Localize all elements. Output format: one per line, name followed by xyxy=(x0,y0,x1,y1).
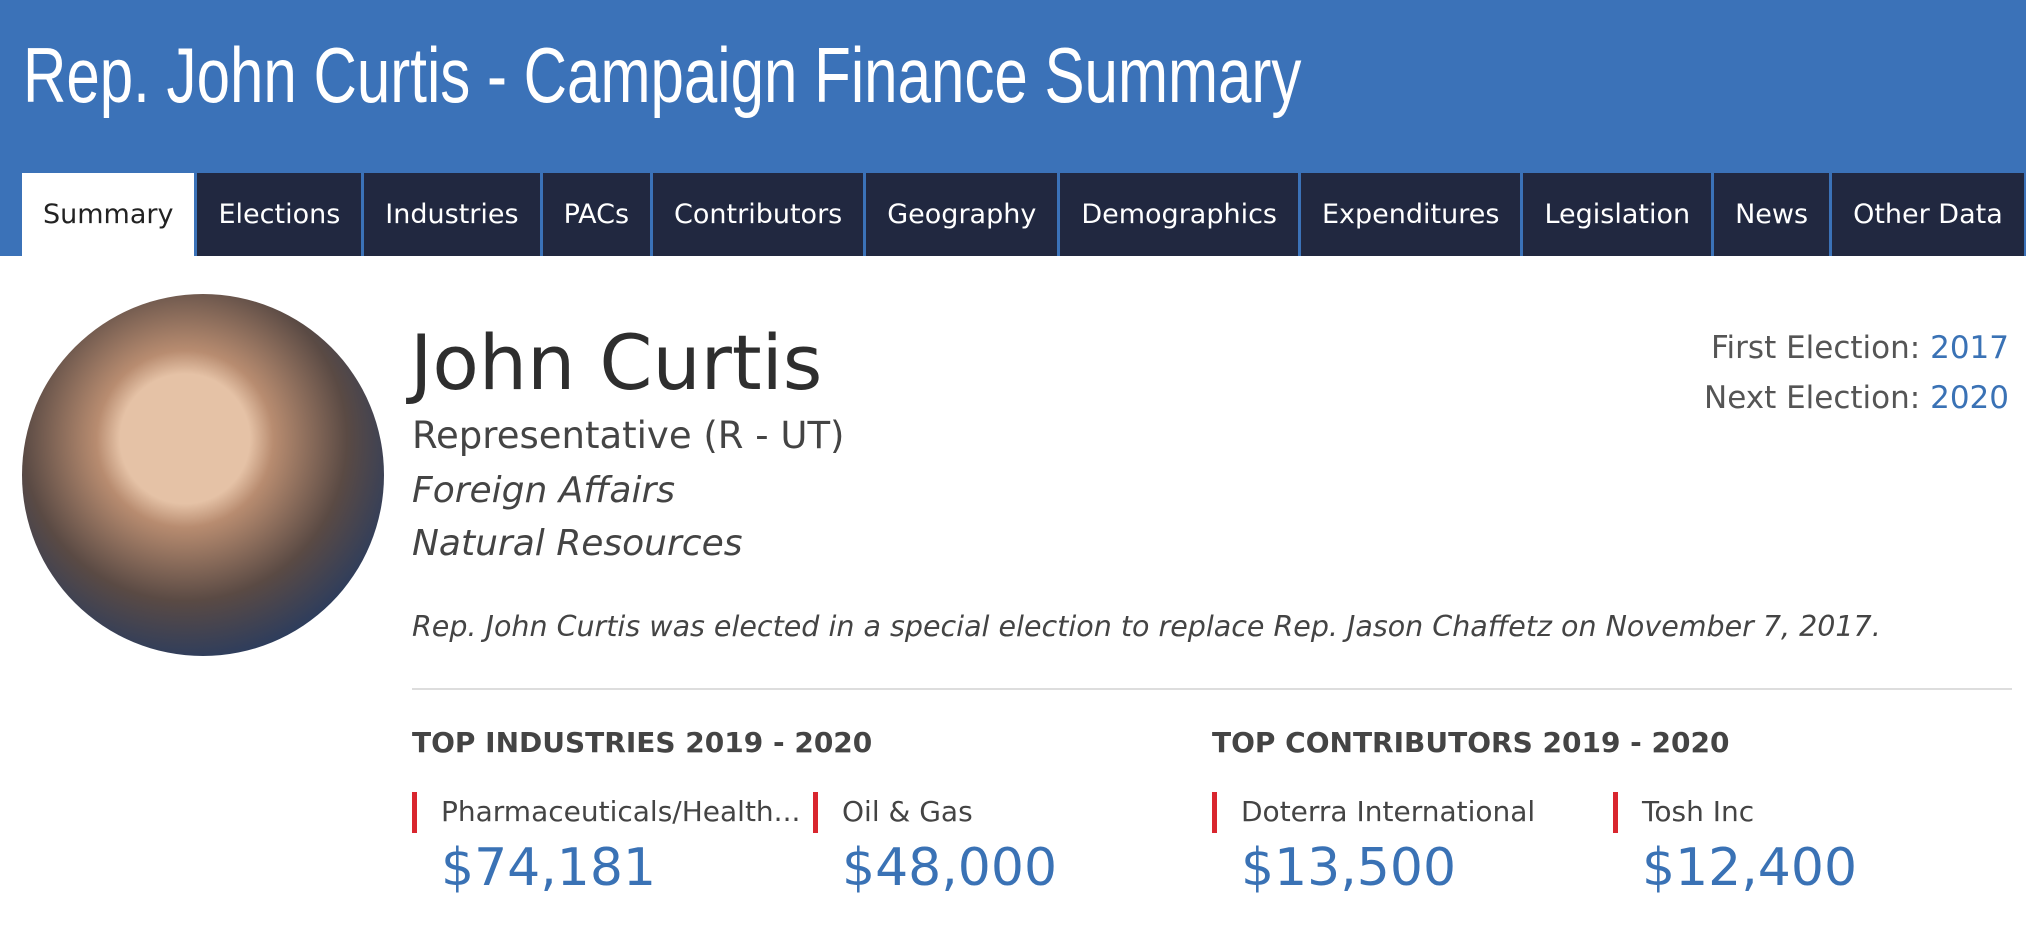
accent-bar xyxy=(813,792,818,833)
item-name[interactable]: Doterra International xyxy=(1241,795,1536,828)
profile-role: Representative (R - UT) xyxy=(412,414,845,457)
next-election: Next Election: 2020 xyxy=(1704,380,2009,416)
election-link[interactable]: 2017 xyxy=(1930,330,2009,366)
nav-tab[interactable]: Other Data xyxy=(1832,173,2024,256)
nav-tabs: Summary Elections Industries PACs Contributo… xyxy=(22,173,2024,256)
item-amount: $13,500 xyxy=(1241,838,1457,898)
profile-note: Rep. John Curtis was elected in a specia… xyxy=(412,610,1881,643)
page-title: Rep. John Curtis - Campaign Finance Summ… xyxy=(23,31,1302,119)
committee: Natural Resources xyxy=(412,523,743,564)
accent-bar xyxy=(1613,792,1618,833)
item-name[interactable]: Tosh Inc xyxy=(1642,795,1755,828)
profile-name: John Curtis xyxy=(410,318,823,407)
nav-tab[interactable]: Contributors xyxy=(653,173,864,256)
first-election: First Election: 2017 xyxy=(1711,330,2009,366)
nav-tab[interactable]: Expenditures xyxy=(1301,173,1521,256)
committee: Foreign Affairs xyxy=(412,470,676,511)
election-link[interactable]: 2020 xyxy=(1930,380,2009,416)
item-name[interactable]: Pharmaceuticals/Health... xyxy=(441,795,801,828)
item-amount: $48,000 xyxy=(842,838,1058,898)
item-amount: $12,400 xyxy=(1642,838,1858,898)
nav-tab[interactable]: Summary xyxy=(22,173,195,256)
profile-photo xyxy=(22,294,384,656)
section-title: TOP CONTRIBUTORS 2019 - 2020 xyxy=(1212,726,1730,759)
separator xyxy=(412,688,2012,690)
section-title: TOP INDUSTRIES 2019 - 2020 xyxy=(412,726,873,759)
nav-tab[interactable]: Industries xyxy=(364,173,540,256)
accent-bar xyxy=(1212,792,1217,833)
nav-tab[interactable]: Demographics xyxy=(1060,173,1298,256)
item-name[interactable]: Oil & Gas xyxy=(842,795,973,828)
accent-bar xyxy=(412,792,417,833)
nav-tab[interactable]: Legislation xyxy=(1523,173,1712,256)
label: First Election: xyxy=(1710,330,1921,366)
nav-tab[interactable]: Geography xyxy=(866,173,1058,256)
nav-tab[interactable]: News xyxy=(1714,173,1830,256)
item-amount: $74,181 xyxy=(441,838,657,898)
nav-tab[interactable]: PACs xyxy=(542,173,651,256)
nav-tab[interactable]: Elections xyxy=(197,173,362,256)
label: Next Election: xyxy=(1704,380,1921,416)
